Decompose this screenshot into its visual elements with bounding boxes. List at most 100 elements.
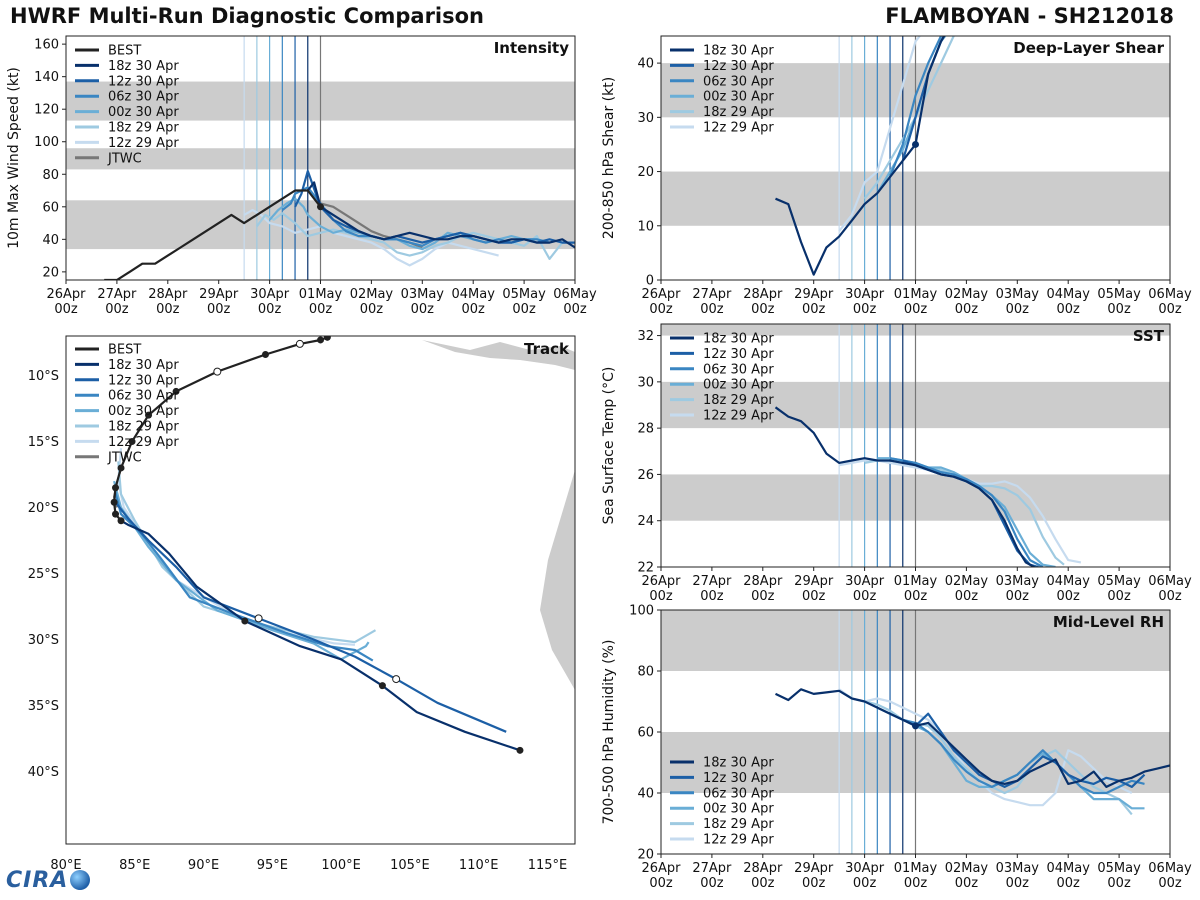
x-tick-label: 02May	[945, 287, 989, 302]
series-line-18z-30-apr	[774, 406, 1035, 567]
x-tick-label: 03May	[401, 287, 445, 302]
y-tick-label: 100	[629, 604, 654, 619]
panel-title: Track	[524, 340, 570, 358]
legend-label-12z-30-apr: 12z 30 Apr	[703, 59, 774, 74]
legend-label-12z-30-apr: 12z 30 Apr	[108, 373, 179, 388]
legend-label-12z-30-apr: 12z 30 Apr	[108, 74, 179, 89]
x-tick-label-hour: 00z	[751, 302, 775, 317]
y-tick-label: 20	[637, 165, 654, 180]
x-tick-label: 05May	[1097, 287, 1141, 302]
legend-label-jtwc: JTWC	[107, 151, 142, 166]
panel-track: 80°E 85°E 90°E 95°E 100°E 105°E 110°E 115°E 10°S…	[28, 335, 576, 873]
land-australia	[540, 470, 575, 690]
series-line-18z-30-apr	[775, 36, 946, 276]
lon-tick-label: 95°E	[257, 858, 288, 873]
series-group	[775, 688, 1170, 816]
track-marker-filled	[323, 336, 331, 341]
x-tick-label: 27Apr	[692, 861, 732, 876]
y-tick-label: 20	[637, 848, 654, 863]
series-group	[104, 169, 575, 280]
x-tick-label: 06May	[1148, 861, 1192, 876]
axes-frame	[65, 335, 576, 845]
y-tick-label: 30	[637, 375, 654, 390]
panel-rh: 2040608010026Apr00z27Apr00z28Apr00z29Apr…	[601, 604, 1192, 892]
series-line-06z-30-apr	[889, 712, 1145, 795]
y-tick-label: 30	[637, 111, 654, 126]
x-tick-label-hour: 00z	[700, 589, 724, 604]
y-tick-label: 32	[637, 329, 654, 344]
x-tick-label-hour: 00z	[411, 302, 435, 317]
track-marker-filled	[128, 438, 136, 446]
x-tick-label: 02May	[945, 861, 989, 876]
globe-icon	[70, 870, 91, 890]
x-tick-label: 28Apr	[743, 861, 783, 876]
x-tick-label-hour: 00z	[1107, 589, 1131, 604]
x-tick-label: 04May	[1046, 574, 1090, 589]
lat-tick-label: 40°S	[28, 765, 59, 780]
x-tick-label-hour: 00z	[649, 876, 673, 891]
x-tick-label: 27Apr	[692, 287, 732, 302]
panel-intensity: 2040608010012014016026Apr00z27Apr00z28Ap…	[6, 35, 597, 317]
y-tick-label: 40	[42, 233, 59, 248]
lon-tick-label: 105°E	[390, 858, 430, 873]
current-point-marker	[317, 203, 324, 211]
x-tick-label-hour: 00z	[751, 589, 775, 604]
legend-label-best: BEST	[108, 343, 141, 358]
x-tick-label-hour: 00z	[853, 302, 877, 317]
y-tick-label: 60	[637, 726, 654, 741]
x-tick-label: 28Apr	[743, 574, 783, 589]
x-tick-label-hour: 00z	[649, 302, 673, 317]
x-tick-label-hour: 00z	[700, 876, 724, 891]
x-tick-label: 03May	[996, 287, 1040, 302]
x-tick-label-hour: 00z	[955, 302, 979, 317]
legend-label-18z-29-apr: 18z 29 Apr	[703, 817, 774, 832]
x-tick-label: 29Apr	[794, 287, 834, 302]
series-line-12z-29-apr	[838, 36, 922, 232]
y-tick-label: 80	[42, 168, 59, 183]
cira-logo-text: CIRA	[6, 868, 69, 893]
track-marker-filled	[516, 746, 524, 754]
legend-label-18z-29-apr: 18z 29 Apr	[703, 393, 774, 408]
series-line-12z-30-apr	[902, 712, 1146, 789]
x-tick-label: 01May	[894, 861, 938, 876]
x-tick-label: 04May	[451, 287, 495, 302]
y-tick-label: 10	[637, 219, 654, 234]
x-tick-label-hour: 00z	[563, 302, 587, 317]
legend-label-18z-30-apr: 18z 30 Apr	[703, 332, 774, 347]
map-area	[110, 336, 575, 754]
y-tick-label: 40	[637, 57, 654, 72]
x-tick-label-hour: 00z	[1006, 876, 1030, 891]
lon-tick-label: 80°E	[50, 858, 81, 873]
x-tick-label-hour: 00z	[105, 302, 129, 317]
y-tick-label: 60	[42, 200, 59, 215]
x-tick-label: 02May	[350, 287, 394, 302]
x-tick-label: 06May	[553, 287, 597, 302]
x-tick-label: 26Apr	[641, 861, 681, 876]
x-tick-label: 27Apr	[692, 574, 732, 589]
track-line-06z-30-apr	[113, 487, 374, 662]
y-tick-label: 120	[34, 103, 59, 118]
x-tick-label: 30Apr	[845, 574, 885, 589]
panel-shear: 01020304026Apr00z27Apr00z28Apr00z29Apr00…	[601, 35, 1192, 317]
lat-tick-label: 20°S	[28, 501, 59, 516]
x-tick-label: 26Apr	[641, 574, 681, 589]
current-point-marker	[912, 722, 919, 730]
x-tick-label-hour: 00z	[955, 589, 979, 604]
track-marker-filled	[172, 387, 180, 395]
x-tick-label-hour: 00z	[309, 302, 333, 317]
legend-label-18z-29-apr: 18z 29 Apr	[108, 121, 179, 136]
x-tick-label-hour: 00z	[751, 876, 775, 891]
y-tick-label: 22	[637, 561, 654, 576]
x-tick-label: 06May	[1148, 574, 1192, 589]
x-tick-label-hour: 00z	[802, 876, 826, 891]
legend-label-00z-30-apr: 00z 30 Apr	[703, 378, 774, 393]
x-tick-label: 01May	[894, 287, 938, 302]
x-tick-label-hour: 00z	[156, 302, 180, 317]
legend-label-12z-29-apr: 12z 29 Apr	[108, 136, 179, 151]
x-tick-label-hour: 00z	[360, 302, 384, 317]
series-line-18z-30-apr	[775, 688, 1170, 789]
legend-label-00z-30-apr: 00z 30 Apr	[703, 802, 774, 817]
y-axis-label: 700-500 hPa Humidity (%)	[601, 640, 617, 825]
x-tick-label-hour: 00z	[904, 589, 928, 604]
